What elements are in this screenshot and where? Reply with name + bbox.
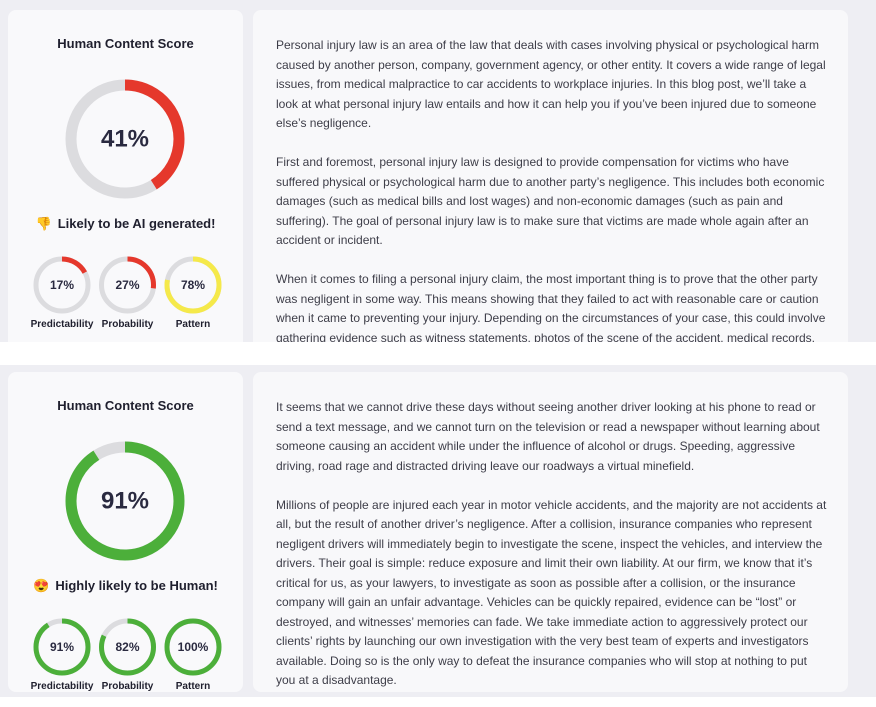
verdict-icon: 😍: [33, 578, 50, 593]
metric-name: Probability: [101, 319, 154, 330]
ring-arc: [33, 618, 91, 676]
ring-value: 82%: [115, 640, 139, 654]
ring-arc: [164, 256, 222, 314]
ring-arc: [65, 441, 185, 561]
verdict: 😍 Highly likely to be Human!: [8, 578, 243, 594]
result-panel: Human Content Score 91% 91% 82% 100% 😍 Highly …: [0, 365, 876, 697]
score-title: Human Content Score: [57, 36, 194, 51]
ring-arc: [99, 618, 156, 676]
result-panel: Human Content Score 41% 17% 27% 78% 👎 Likely t…: [0, 0, 876, 342]
verdict-icon: 👎: [35, 216, 52, 231]
score-card: Human Content Score 41% 17% 27% 78% 👎 Likely t…: [8, 10, 243, 342]
ring-value: 27%: [115, 278, 139, 292]
ring-arc: [33, 256, 91, 314]
article-text: Personal injury law is an area of the la…: [276, 36, 828, 342]
article-text: It seems that we cannot drive these days…: [276, 398, 828, 697]
ring-value: 78%: [181, 278, 205, 292]
paragraph: Personal injury law is an area of the la…: [276, 38, 826, 130]
ring-value: 100%: [178, 640, 209, 654]
paragraph: First and foremost, personal injury law …: [276, 155, 825, 247]
gauges: 41% 17% 27% 78%: [33, 79, 222, 314]
metric-name: Predictability: [30, 319, 94, 330]
ring-arc: [65, 79, 185, 199]
score-title: Human Content Score: [57, 398, 194, 413]
paragraph: It seems that we cannot drive these days…: [276, 400, 820, 473]
metric-name: Predictability: [30, 681, 94, 692]
ring-value: 17%: [50, 278, 74, 292]
ring-value: 91%: [101, 487, 149, 514]
metric-name: Pattern: [175, 681, 211, 692]
paragraph: Millions of people are injured each year…: [276, 497, 827, 688]
ring-arc: [99, 256, 156, 314]
score-card: Human Content Score 91% 91% 82% 100% 😍 Highly …: [8, 372, 243, 692]
ring-value: 91%: [50, 640, 74, 654]
gauges: 91% 91% 82% 100%: [33, 441, 222, 676]
verdict-text: Likely to be AI generated!: [57, 216, 216, 231]
metric-name: Probability: [101, 681, 154, 692]
paragraph: When it comes to filing a personal injur…: [276, 272, 826, 342]
metric-name: Pattern: [175, 319, 211, 330]
ring-value: 41%: [101, 125, 149, 152]
verdict: 👎 Likely to be AI generated!: [8, 216, 243, 232]
text-card: It seems that we cannot drive these days…: [253, 372, 848, 692]
verdict-text: Highly likely to be Human!: [55, 578, 218, 593]
text-card: Personal injury law is an area of the la…: [253, 10, 848, 342]
ring-arc: [164, 618, 222, 676]
